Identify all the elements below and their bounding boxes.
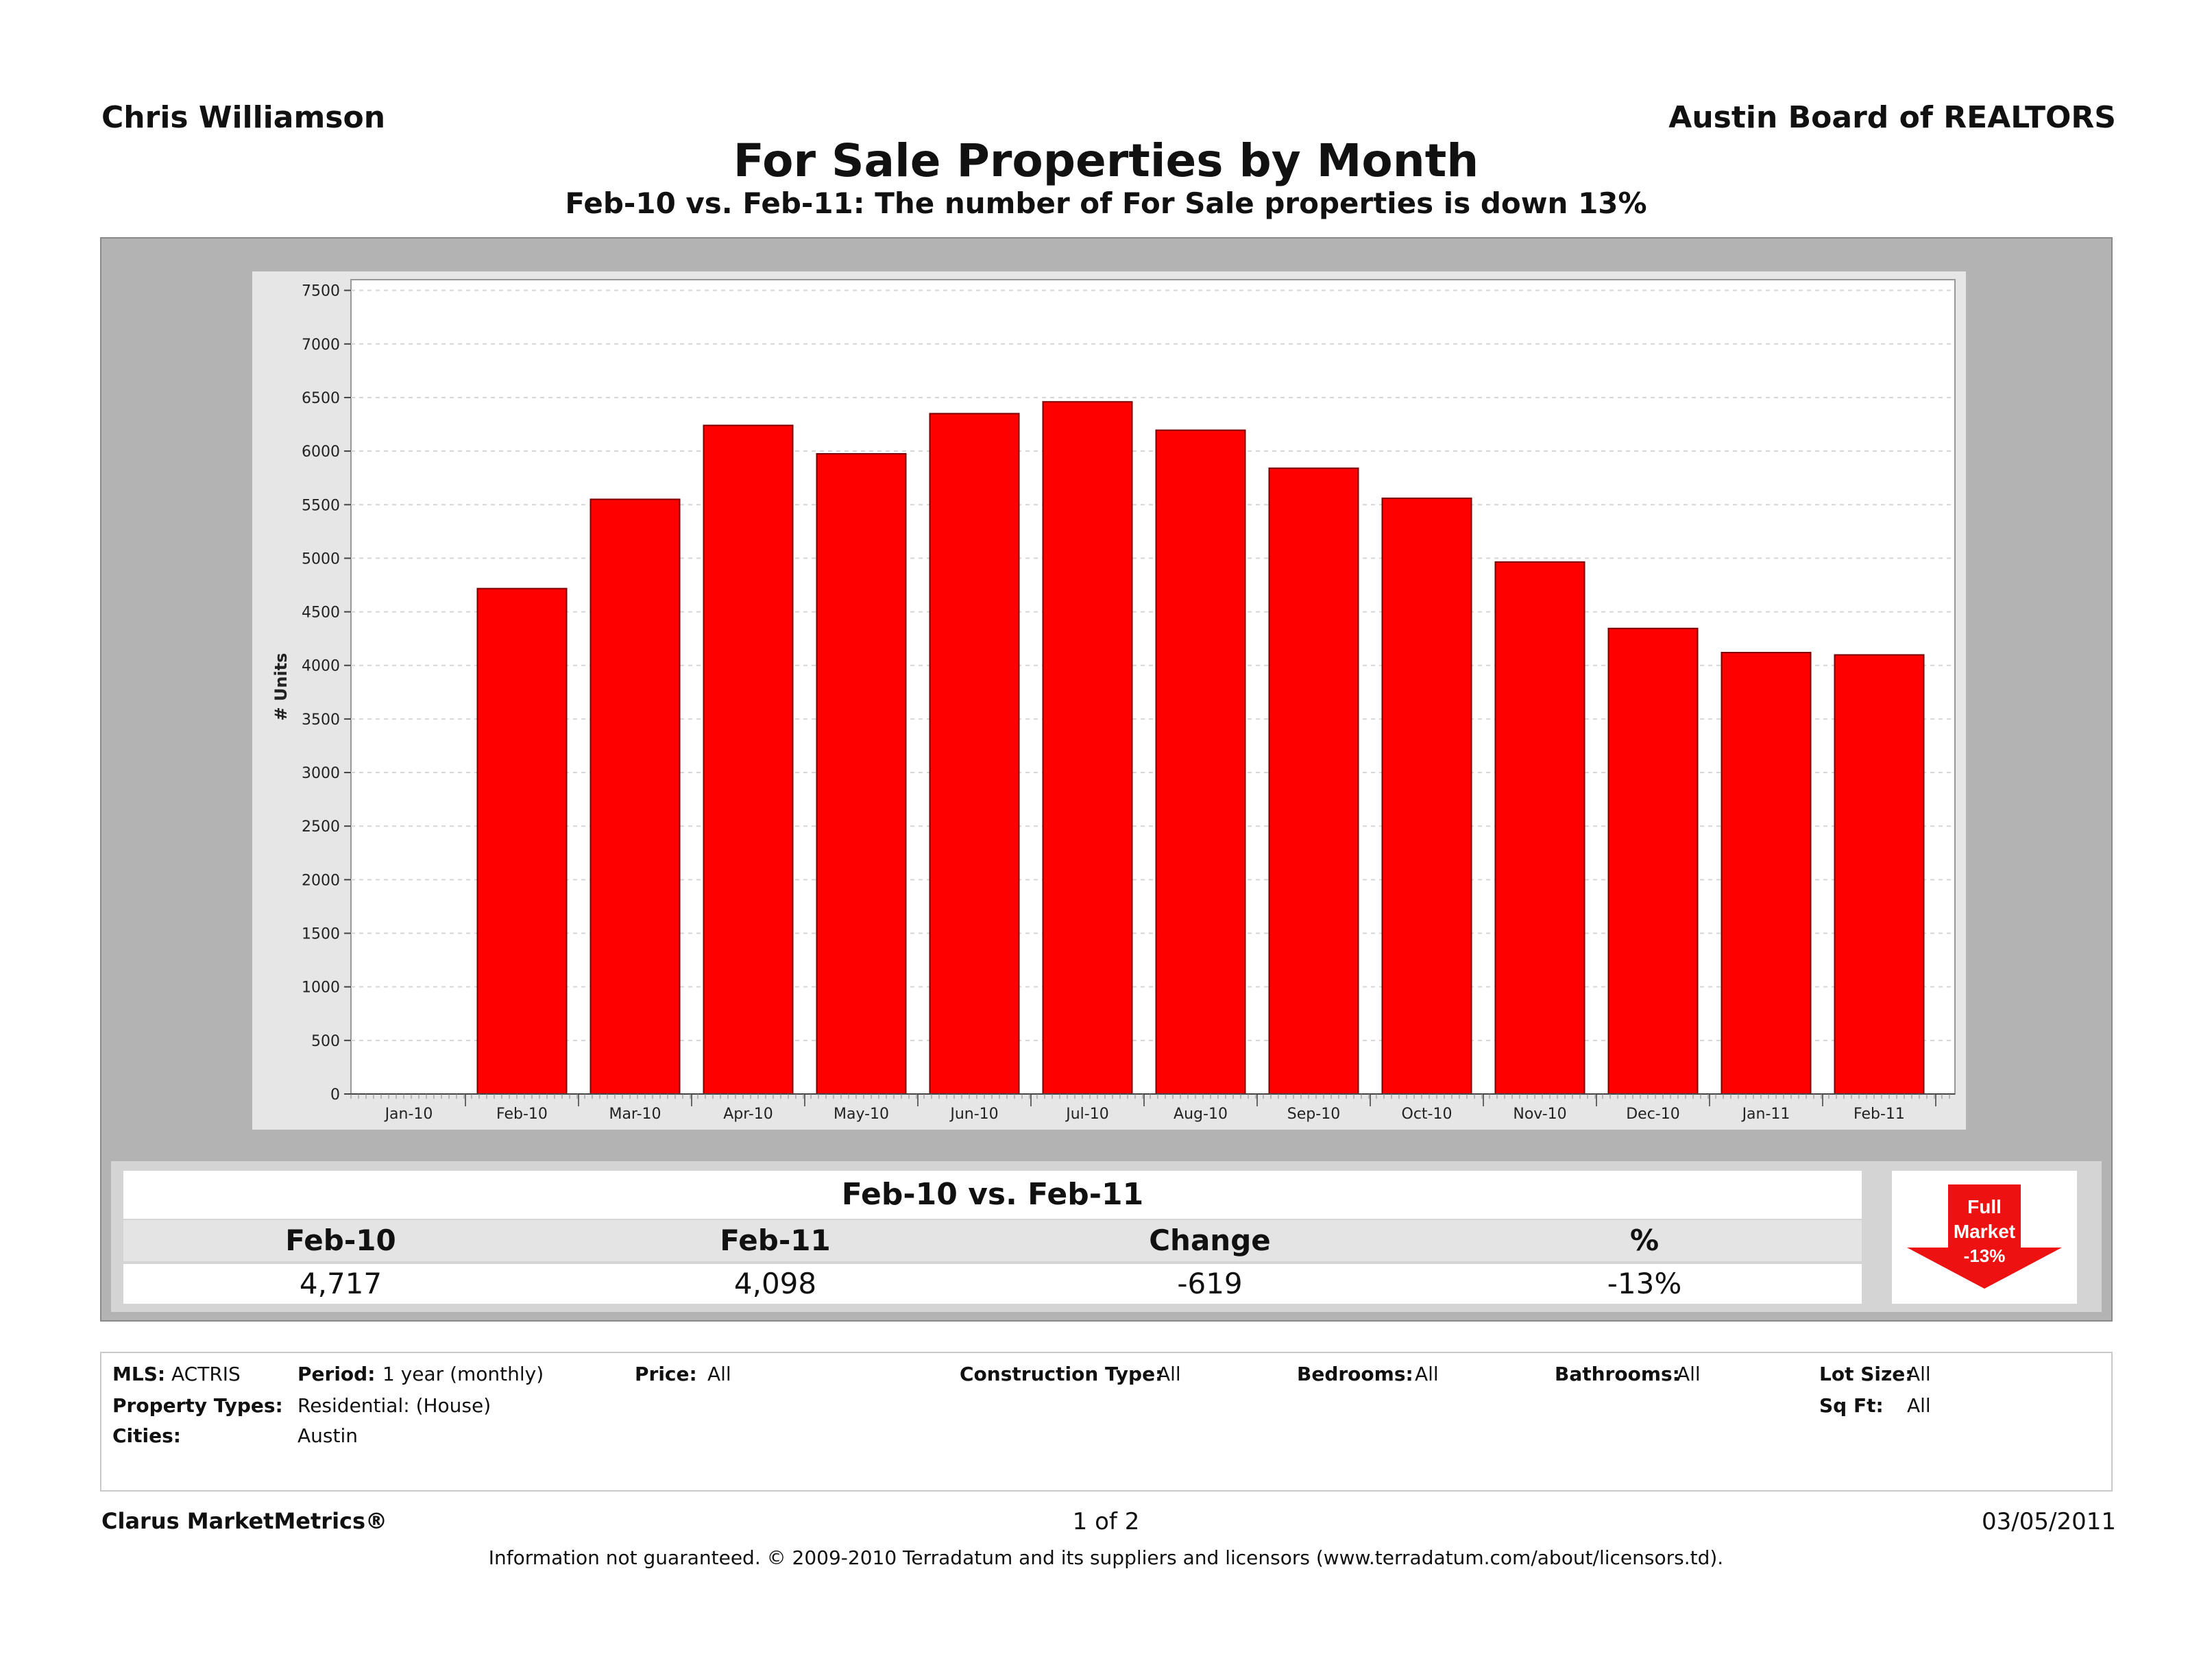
bar-dec-10: [1607, 627, 1699, 1095]
summary-value-percent: -13%: [1607, 1267, 1682, 1300]
y-tick-label: 4500: [302, 605, 340, 622]
badge-line1: Full: [1967, 1196, 2002, 1217]
bar-jan-11: [1721, 651, 1812, 1095]
period-label: Period:: [297, 1363, 376, 1385]
summary-label-change: Change: [1149, 1224, 1271, 1257]
bathrooms-label: Bathrooms:: [1555, 1363, 1680, 1385]
x-tick-label: Dec-10: [1626, 1106, 1680, 1123]
y-tick-label: 5500: [302, 497, 340, 514]
badge-line2: Market: [1954, 1221, 2015, 1242]
y-tick-label: 2000: [302, 872, 340, 889]
bar-jun-10: [929, 413, 1020, 1095]
x-tick-label: Sep-10: [1287, 1106, 1340, 1123]
cities-label: Cities:: [112, 1424, 181, 1447]
summary-value-feb10: 4,717: [299, 1267, 382, 1300]
y-tick-label: 4000: [302, 658, 340, 675]
x-tick-label: Jun-10: [949, 1106, 998, 1123]
bar-may-10: [816, 453, 907, 1095]
footer-brand: Clarus MarketMetrics®: [101, 1508, 388, 1534]
bar-nov-10: [1494, 561, 1585, 1095]
y-tick-label: 0: [330, 1086, 340, 1104]
summary-value-feb11: 4,098: [733, 1267, 817, 1300]
construction-label: Construction Type:: [960, 1363, 1163, 1385]
x-tick-label: Feb-10: [496, 1106, 548, 1123]
sqft-label: Sq Ft:: [1819, 1394, 1884, 1417]
summary-label-percent: %: [1629, 1224, 1660, 1257]
x-tick-label: Nov-10: [1513, 1106, 1566, 1123]
summary-heading: Feb-10 vs. Feb-11: [123, 1171, 1862, 1219]
bar-feb-11: [1834, 654, 1925, 1095]
bedrooms-label: Bedrooms:: [1297, 1363, 1413, 1385]
construction-value: All: [1157, 1363, 1181, 1385]
criteria-box: MLS: ACTRIS Period: 1 year (monthly) Pri…: [100, 1352, 2113, 1492]
y-tick-label: 3500: [302, 712, 340, 729]
bar-chart: 0 500 1000 1500 2000 2500 3000 3500 4000 4500 5000…: [271, 279, 1956, 1123]
summary-label-feb10: Feb-10: [285, 1224, 396, 1257]
summary-label-feb11: Feb-11: [720, 1224, 831, 1257]
chart-title: For Sale Properties by Month: [733, 134, 1479, 187]
property-types-value: Residential: (House): [297, 1394, 491, 1417]
summary-value-change: -619: [1177, 1267, 1243, 1300]
period-value: 1 year (monthly): [382, 1363, 544, 1385]
x-tick-label: Feb-11: [1854, 1106, 1905, 1123]
y-tick-label: 500: [311, 1033, 340, 1050]
price-label: Price:: [635, 1363, 697, 1385]
y-axis-label: # Units: [271, 653, 291, 720]
bar-apr-10: [703, 424, 794, 1095]
down-arrow-icon: [1907, 1184, 2062, 1289]
disclaimer: Information not guaranteed. © 2009-2010 …: [488, 1546, 1724, 1569]
x-tick-label: Oct-10: [1402, 1106, 1453, 1123]
board-name: Austin Board of REALTORS: [1668, 100, 2116, 135]
summary-values-row: 4,717 4,098 -619 -13%: [123, 1264, 1862, 1304]
chart-subtitle: Feb-10 vs. Feb-11: The number of For Sal…: [565, 186, 1647, 220]
y-tick-label: 7000: [302, 337, 340, 354]
bar-mar-10: [590, 498, 681, 1095]
y-tick-label: 2500: [302, 818, 340, 836]
x-tick-label: Jan-11: [1741, 1106, 1790, 1123]
y-tick-label: 7500: [302, 283, 340, 300]
x-tick-label: Mar-10: [609, 1106, 661, 1123]
property-types-label: Property Types:: [112, 1394, 283, 1417]
y-tick-label: 3000: [302, 765, 340, 782]
y-tick-label: 1500: [302, 926, 340, 943]
bar-oct-10: [1381, 497, 1472, 1095]
page-indicator: 1 of 2: [1072, 1508, 1140, 1535]
lotsize-label: Lot Size:: [1819, 1363, 1913, 1385]
y-tick-label: 1000: [302, 980, 340, 997]
badge-line3: -13%: [1964, 1245, 2006, 1266]
mls-value: ACTRIS: [171, 1363, 241, 1385]
y-tick-label: 6500: [302, 390, 340, 407]
mls-label: MLS:: [112, 1363, 166, 1385]
bar-aug-10: [1155, 429, 1246, 1095]
full-market-badge: Full Market -13%: [1892, 1171, 2077, 1304]
lotsize-value: All: [1907, 1363, 1931, 1385]
x-tick-label: Jul-10: [1065, 1106, 1108, 1123]
bathrooms-value: All: [1677, 1363, 1701, 1385]
y-tick-label: 5000: [302, 550, 340, 568]
report-date: 03/05/2011: [1982, 1508, 2116, 1535]
bar-jul-10: [1042, 401, 1133, 1095]
bar-feb-10: [476, 587, 568, 1095]
summary-labels-row: Feb-10 Feb-11 Change %: [123, 1220, 1862, 1261]
price-value: All: [707, 1363, 731, 1385]
cities-value: Austin: [297, 1424, 358, 1447]
bar-sep-10: [1268, 467, 1359, 1095]
y-tick-label: 6000: [302, 443, 340, 461]
agent-name: Chris Williamson: [101, 100, 386, 135]
x-tick-label: Jan-10: [384, 1106, 433, 1123]
x-tick-label: Apr-10: [723, 1106, 773, 1123]
x-tick-label: May-10: [834, 1106, 889, 1123]
x-tick-label: Aug-10: [1174, 1106, 1228, 1123]
bedrooms-value: All: [1415, 1363, 1439, 1385]
sqft-value: All: [1907, 1394, 1931, 1417]
